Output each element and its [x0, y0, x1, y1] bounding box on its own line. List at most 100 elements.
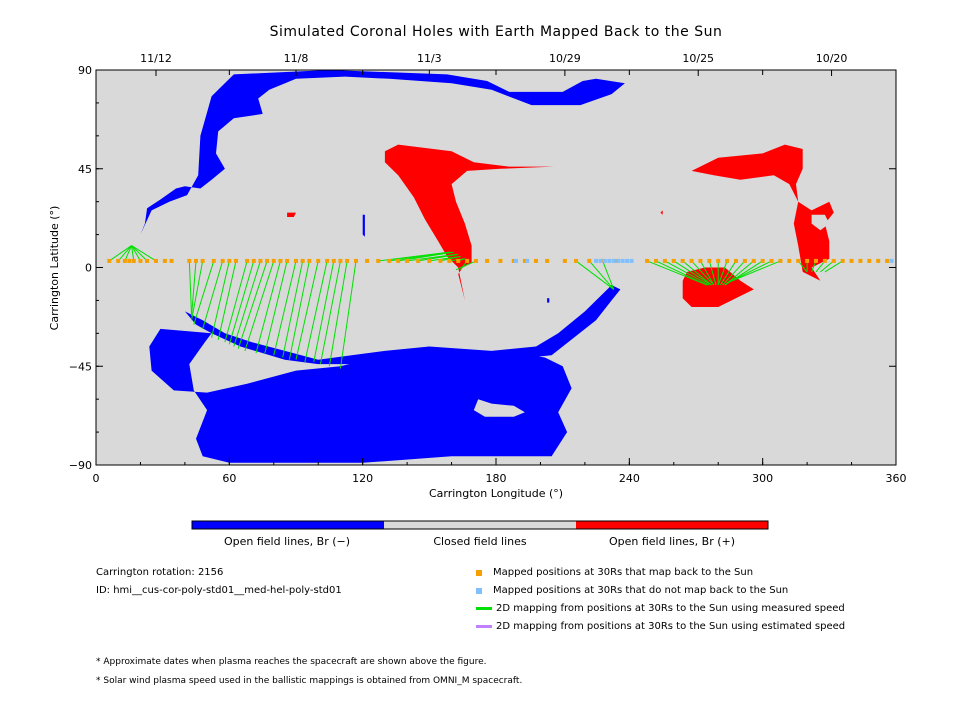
mapped-point: [138, 258, 143, 263]
colorbar-label-positive: Open field lines, Br (+): [608, 535, 736, 548]
legend-item-measured: 2D mapping from positions at 30Rs to the…: [476, 603, 845, 614]
unmapped-point: [514, 258, 518, 263]
colorbar-frame: [191, 520, 769, 530]
footnote-dates: * Approximate dates when plasma reaches …: [96, 657, 487, 667]
mapped-point: [474, 258, 478, 263]
unmapped-point: [620, 258, 625, 263]
closed-field-island: [473, 399, 525, 417]
mapped-point: [654, 258, 658, 263]
mapped-point: [680, 258, 685, 263]
date-tick-label: 11/3: [417, 52, 442, 65]
y-tick-label: −90: [69, 459, 92, 472]
colorbar-segment: [384, 521, 576, 529]
colorbar-segment: [192, 521, 384, 529]
mapped-point: [671, 258, 676, 263]
unmapped-point: [629, 258, 634, 263]
mapped-point: [716, 258, 721, 263]
mapped-point: [354, 258, 358, 263]
measured-mapping-line: [217, 260, 237, 341]
mapped-point: [227, 258, 232, 263]
mapped-point: [345, 258, 350, 263]
measured-mapping-line: [233, 260, 261, 347]
colorbar-label-closed: Closed field lines: [433, 535, 527, 548]
negative-coronal-hole: [140, 70, 625, 235]
measured-mapping-line: [575, 260, 615, 290]
mapped-point: [485, 258, 490, 263]
measured-mapping-line: [288, 260, 310, 360]
mapped-point: [316, 258, 321, 263]
measured-mapping-line: [824, 260, 843, 273]
unmapped-point: [602, 258, 607, 263]
mapped-point: [600, 258, 605, 263]
measured-mapping-line: [131, 245, 135, 261]
positive-coronal-hole: [384, 144, 554, 301]
measured-mapping-line: [117, 245, 132, 262]
positive-coronal-hole: [287, 212, 296, 217]
mapped-point: [271, 258, 276, 263]
measured-mapping-line: [726, 260, 772, 284]
mapped-point: [574, 258, 578, 263]
measured-mapping-line: [820, 260, 835, 273]
x-tick-label: 60: [222, 472, 236, 485]
mapped-square-icon: [476, 569, 482, 576]
measured-mapping-line: [264, 260, 288, 354]
mapped-point: [396, 258, 401, 263]
measured-mapping-line: [673, 260, 712, 286]
mapped-point: [220, 258, 225, 263]
measured-mapping-line: [131, 245, 157, 262]
mapped-point: [265, 258, 270, 263]
measured-mapping-line: [191, 260, 204, 321]
x-tick-label: 180: [486, 472, 507, 485]
measured-mapping-line: [440, 256, 461, 262]
measured-mapping-line: [602, 260, 615, 290]
y-tick-label: 45: [78, 163, 92, 176]
mapped-point: [116, 258, 121, 263]
mapped-point: [805, 258, 810, 263]
mapped-point: [145, 258, 150, 263]
mapped-point: [405, 258, 410, 263]
negative-coronal-hole: [362, 214, 365, 237]
measured-mapping-line: [717, 260, 728, 286]
unmapped-point: [616, 258, 621, 263]
mapped-point: [416, 258, 421, 263]
chart-title: Simulated Coronal Holes with Earth Mappe…: [270, 24, 723, 40]
mapped-point: [885, 258, 890, 263]
estimated-line-icon: [476, 625, 492, 628]
measured-mapping-line: [255, 260, 281, 354]
colorbar: [191, 520, 769, 530]
legend-item-estimated: 2D mapping from positions at 30Rs to the…: [476, 621, 845, 632]
measured-mapping-line: [646, 260, 708, 286]
mapped-point: [534, 258, 538, 263]
mapped-point: [245, 258, 250, 263]
mapped-point: [511, 258, 516, 263]
measured-mapping-line: [237, 260, 268, 349]
mapped-point: [294, 258, 298, 263]
unmapped-square-icon: [476, 587, 482, 594]
mapped-point: [278, 258, 283, 263]
mapped-point: [285, 258, 290, 263]
carrington-rotation-text: Carrington rotation: 2156: [96, 567, 224, 578]
unmapped-point: [889, 258, 894, 263]
measured-mapping-line: [682, 260, 712, 286]
mapped-point: [645, 258, 650, 263]
measured-mapping-line: [109, 245, 132, 262]
measured-mapping-line: [726, 260, 781, 284]
mapped-point: [122, 258, 127, 263]
mapped-point: [814, 258, 818, 263]
measured-mapping-line: [455, 260, 477, 271]
mapped-point: [365, 258, 370, 263]
measured-mapping-line: [282, 260, 304, 358]
measured-mapping-line: [655, 260, 708, 286]
legend-item-mapped: Mapped positions at 30Rs that map back t…: [476, 567, 753, 578]
mapped-point: [300, 258, 305, 263]
legend-item-unmapped: Mapped positions at 30Rs that do not map…: [476, 585, 788, 596]
x-axis-label: Carrington Longitude (°): [429, 487, 563, 500]
legend-label: Mapped positions at 30Rs that do not map…: [493, 585, 789, 596]
measured-mapping-line: [339, 260, 357, 369]
unmapped-point: [625, 258, 630, 263]
mapped-point: [427, 258, 432, 263]
date-tick-label: 10/25: [682, 52, 714, 65]
mapped-point: [465, 258, 470, 263]
mapped-point: [876, 258, 881, 263]
legend-label: 2D mapping from positions at 30Rs to the…: [496, 621, 846, 632]
